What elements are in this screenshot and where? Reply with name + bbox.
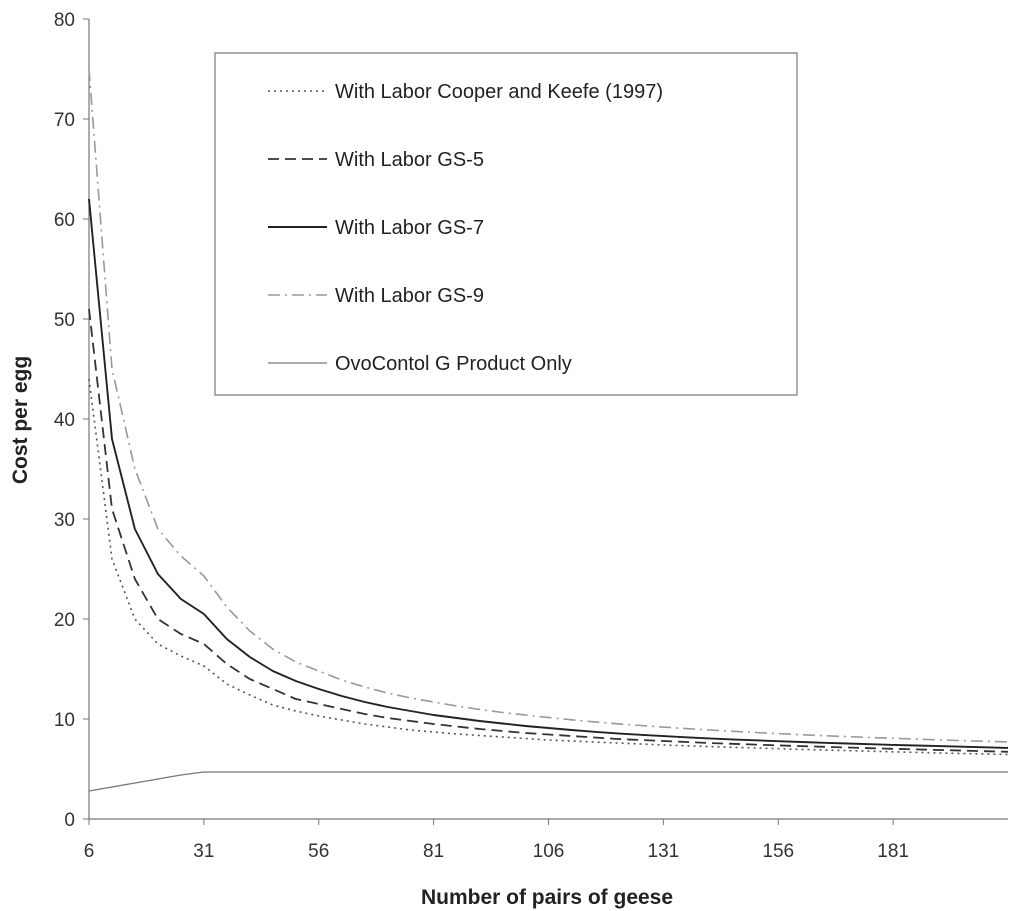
legend-label-1: With Labor Cooper and Keefe (1997)	[335, 81, 663, 103]
legend-label-3: With Labor GS-7	[335, 217, 484, 239]
x-tick-label: 6	[84, 841, 95, 862]
series-lines	[88, 68, 1009, 792]
y-tick-label: 80	[54, 10, 75, 31]
y-axis-title: Cost per egg	[9, 356, 32, 484]
x-tick-label: 31	[193, 841, 214, 862]
x-tick-label: 56	[308, 841, 329, 862]
series-line-5	[88, 771, 1008, 792]
axes: 0 10 20 30 40 50 60 70 80 6 31 56 81 106 131 156 181	[54, 10, 1008, 862]
y-tick-label: 30	[54, 510, 75, 531]
x-tick-label: 131	[648, 841, 680, 862]
x-tick-label: 181	[877, 841, 909, 862]
x-tick-label: 106	[533, 841, 565, 862]
y-tick-label: 70	[54, 110, 75, 131]
legend-label-5: OvoContol G Product Only	[335, 353, 572, 375]
series-line-4	[88, 68, 1009, 743]
series-line-2	[88, 308, 1009, 753]
x-tick-label: 81	[423, 841, 444, 862]
series-line-1	[88, 378, 1009, 756]
legend: With Labor Cooper and Keefe (1997) With L…	[214, 52, 798, 396]
legend-label-2: With Labor GS-5	[335, 149, 484, 171]
y-tick-label: 60	[54, 210, 75, 231]
series-line-3	[88, 198, 1009, 749]
y-tick-label: 10	[54, 710, 75, 731]
y-tick-label: 20	[54, 610, 75, 631]
y-tick-label: 40	[54, 410, 75, 431]
legend-label-4: With Labor GS-9	[335, 285, 484, 307]
legend-box	[214, 52, 798, 396]
x-axis-title: Number of pairs of geese	[421, 886, 673, 909]
y-tick-label: 0	[64, 810, 75, 831]
y-tick-label: 50	[54, 310, 75, 331]
x-tick-label: 156	[762, 841, 794, 862]
